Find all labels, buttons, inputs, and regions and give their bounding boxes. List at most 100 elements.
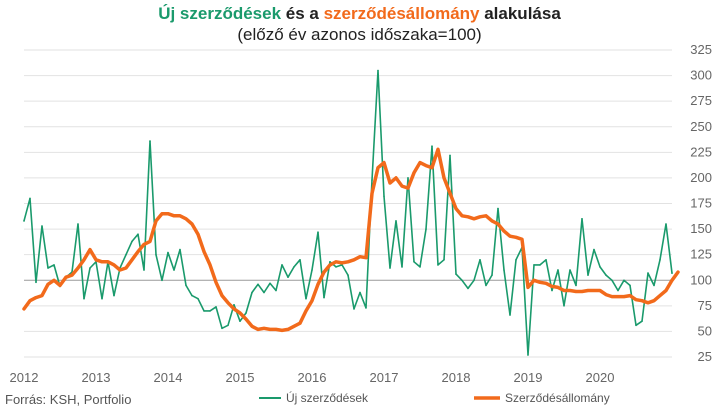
point-portfolio: [491, 220, 493, 222]
series-line-new-contracts: [23, 69, 673, 356]
point-portfolio: [557, 286, 559, 289]
point-new-contracts: [221, 327, 223, 330]
point-new-contracts: [611, 279, 613, 282]
point-new-contracts: [407, 177, 409, 179]
point-new-contracts: [263, 291, 265, 294]
point-portfolio: [671, 279, 673, 282]
point-new-contracts: [401, 266, 403, 268]
point-portfolio: [431, 166, 433, 169]
point-portfolio: [323, 271, 325, 273]
point-portfolio: [35, 296, 37, 299]
point-portfolio: [437, 148, 439, 151]
point-new-contracts: [287, 276, 289, 279]
point-portfolio: [449, 192, 451, 195]
point-portfolio: [281, 329, 283, 332]
point-portfolio: [341, 262, 343, 264]
point-new-contracts: [215, 306, 217, 308]
point-portfolio: [299, 322, 301, 325]
y-tick-label: 300: [690, 68, 712, 83]
point-new-contracts: [113, 294, 115, 297]
point-portfolio: [479, 216, 481, 218]
point-portfolio: [113, 264, 115, 266]
point-new-contracts: [293, 266, 295, 268]
point-new-contracts: [497, 207, 499, 210]
point-portfolio: [461, 215, 463, 217]
y-tick-label: 150: [690, 221, 712, 236]
point-portfolio: [107, 261, 109, 263]
point-new-contracts: [233, 304, 235, 306]
point-portfolio: [227, 302, 229, 304]
series-line-portfolio: [22, 147, 680, 333]
point-new-contracts: [275, 289, 277, 292]
point-new-contracts: [617, 289, 619, 292]
point-new-contracts: [257, 283, 259, 286]
point-new-contracts: [173, 269, 175, 271]
point-portfolio: [605, 293, 607, 296]
point-portfolio: [311, 299, 313, 302]
point-portfolio: [377, 166, 379, 169]
point-new-contracts: [191, 294, 193, 297]
point-portfolio: [95, 259, 97, 261]
y-tick-label: 325: [690, 42, 712, 57]
point-new-contracts: [653, 284, 655, 287]
series-line-new-contracts-points: [23, 69, 673, 356]
point-new-contracts: [575, 284, 577, 287]
point-portfolio: [617, 295, 619, 298]
point-new-contracts: [365, 307, 367, 309]
point-new-contracts: [29, 197, 31, 200]
point-new-contracts: [539, 264, 541, 266]
point-portfolio: [401, 185, 403, 187]
point-new-contracts: [251, 291, 253, 294]
y-tick-label: 275: [690, 93, 712, 108]
point-portfolio: [455, 207, 457, 210]
point-portfolio: [593, 289, 595, 292]
point-new-contracts: [311, 269, 313, 271]
point-portfolio: [527, 286, 529, 289]
point-portfolio: [395, 177, 397, 179]
point-new-contracts: [509, 314, 511, 316]
point-portfolio: [407, 187, 409, 189]
x-tick-label: 2015: [226, 370, 255, 385]
y-tick-label: 225: [690, 144, 712, 159]
point-new-contracts: [377, 69, 379, 72]
title-portfolio: szerződésállomány: [323, 4, 480, 23]
point-portfolio: [539, 281, 541, 284]
point-portfolio: [197, 233, 199, 235]
point-new-contracts: [425, 228, 427, 230]
point-portfolio: [347, 261, 349, 263]
point-portfolio: [353, 259, 355, 261]
point-new-contracts: [185, 284, 187, 287]
legend-label-new-contracts: Új szerződések: [286, 390, 369, 405]
point-portfolio: [371, 192, 373, 195]
point-portfolio: [53, 279, 55, 282]
point-portfolio: [71, 274, 73, 276]
point-new-contracts: [281, 264, 283, 266]
point-portfolio: [677, 271, 679, 273]
point-new-contracts: [479, 259, 481, 261]
point-new-contracts: [89, 267, 91, 269]
point-portfolio: [611, 295, 613, 298]
x-tick-label: 2018: [442, 370, 471, 385]
point-new-contracts: [557, 269, 559, 271]
point-new-contracts: [647, 272, 649, 274]
point-portfolio: [581, 290, 583, 293]
point-portfolio: [167, 212, 169, 215]
point-portfolio: [521, 238, 523, 241]
point-new-contracts: [503, 269, 505, 271]
point-portfolio: [29, 299, 31, 302]
point-portfolio: [569, 289, 571, 292]
point-portfolio: [119, 269, 121, 271]
point-portfolio: [101, 261, 103, 263]
point-portfolio: [287, 328, 289, 331]
point-new-contracts: [455, 273, 457, 275]
point-portfolio: [305, 310, 307, 312]
point-portfolio: [659, 294, 661, 297]
title-suffix: alakulása: [479, 4, 561, 23]
point-new-contracts: [335, 266, 337, 268]
point-portfolio: [533, 279, 535, 282]
x-tick-label: 2017: [370, 370, 399, 385]
point-portfolio: [641, 299, 643, 302]
point-portfolio: [647, 302, 649, 304]
point-portfolio: [209, 264, 211, 266]
point-new-contracts: [623, 279, 625, 282]
